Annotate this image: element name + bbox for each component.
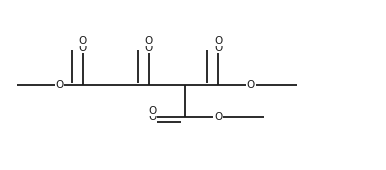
Text: O: O bbox=[148, 112, 157, 122]
Text: O: O bbox=[144, 43, 153, 53]
Text: O: O bbox=[148, 106, 157, 115]
Text: O: O bbox=[214, 43, 222, 53]
Text: O: O bbox=[79, 43, 87, 53]
Text: O: O bbox=[247, 80, 255, 90]
Text: O: O bbox=[214, 36, 222, 46]
Text: O: O bbox=[144, 36, 153, 46]
Text: O: O bbox=[56, 80, 64, 90]
Text: O: O bbox=[79, 36, 87, 46]
Text: O: O bbox=[214, 112, 222, 122]
